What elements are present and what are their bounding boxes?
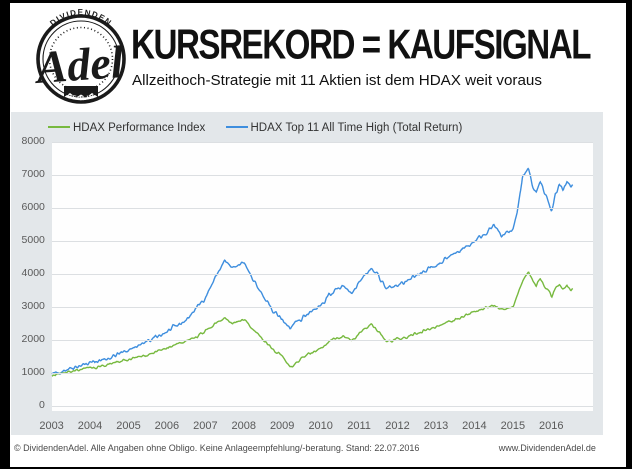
svg-text:DIVIDENDEN: DIVIDENDEN [48,8,114,28]
svg-text:Adel: Adel [32,36,125,93]
svg-text:BERLIN: BERLIN [67,94,96,102]
